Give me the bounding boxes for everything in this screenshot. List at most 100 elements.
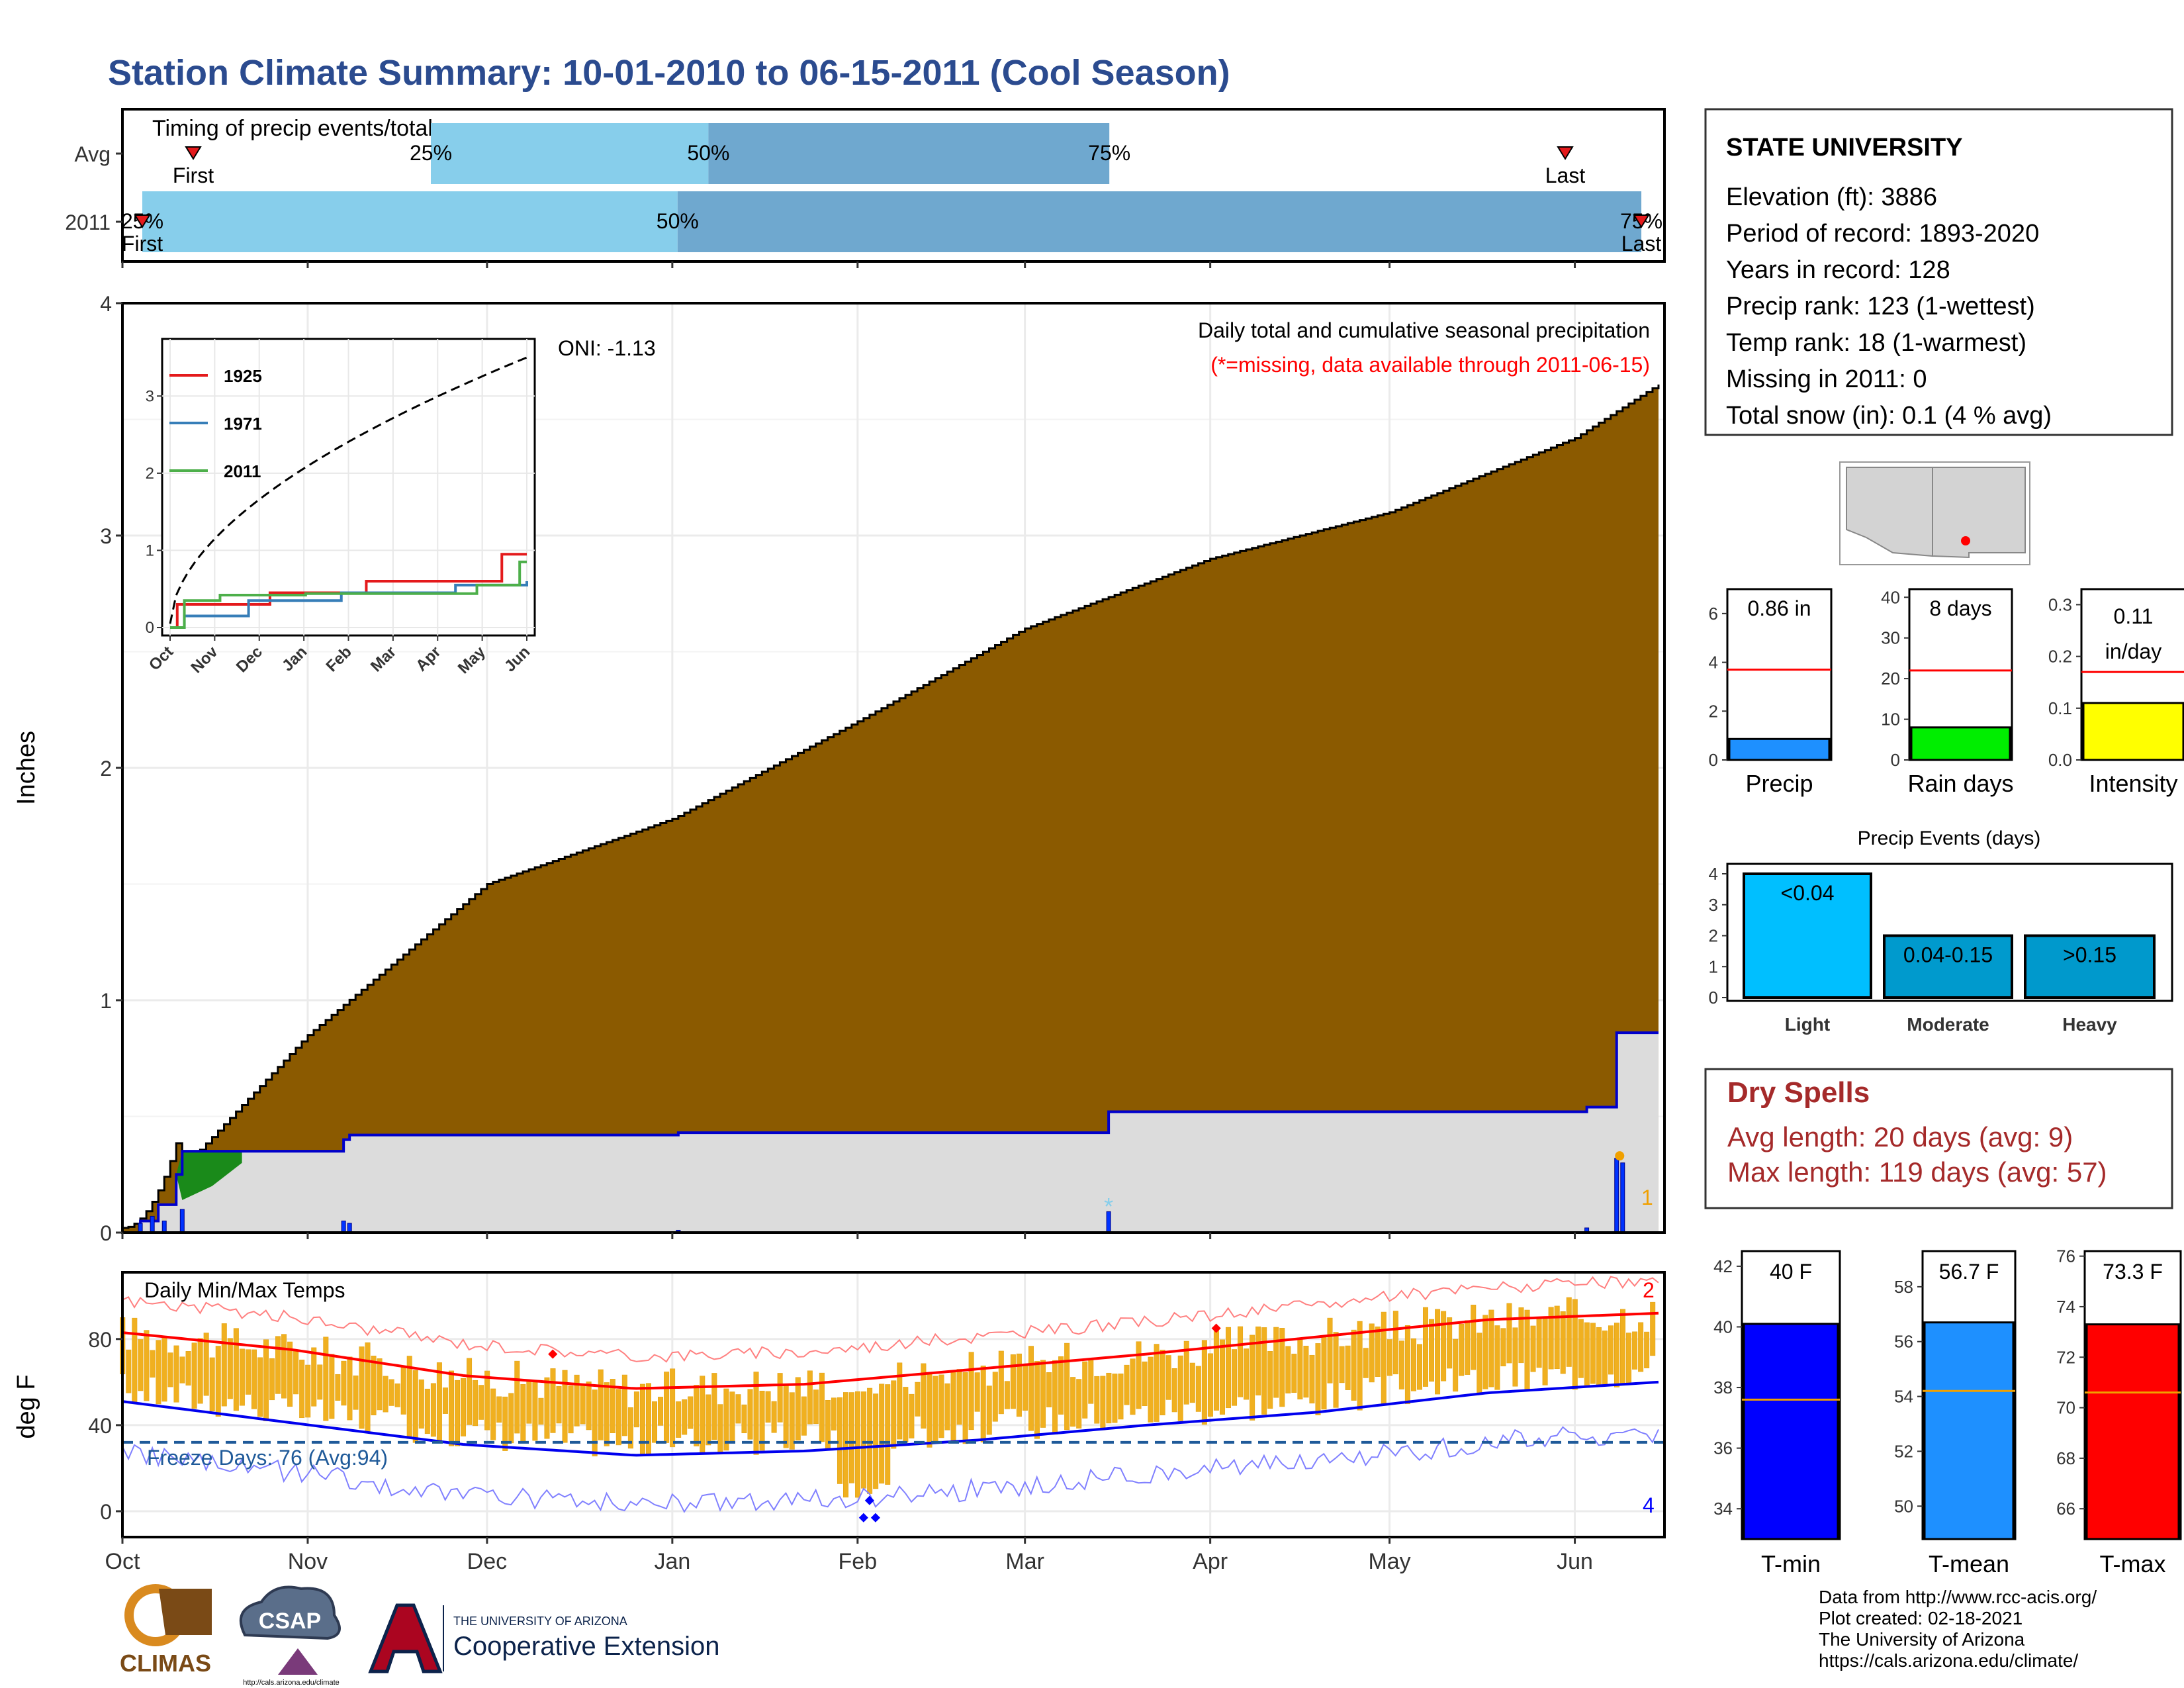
inset-y-tick-label: 2 xyxy=(146,465,154,483)
x-axis-tick-label: Oct xyxy=(105,1549,140,1574)
precip-events-tick-label: 2 xyxy=(1709,926,1718,946)
mini-bar-value xyxy=(1910,726,2011,761)
daily-temp-bar xyxy=(1392,1311,1398,1375)
csap-url: http://cals.arizona.edu/climate xyxy=(243,1679,340,1687)
daily-temp-bar xyxy=(1201,1340,1207,1425)
daily-temp-bar xyxy=(1404,1325,1410,1405)
timing-bar-late xyxy=(677,191,1642,252)
daily-temp-bar xyxy=(1255,1326,1261,1395)
x-axis-tick-label: Feb xyxy=(839,1549,878,1574)
temp-bar-charts: 34 36 38 40 42 40 F T-min 50 52 54 56 58 56.7 F T-mea… xyxy=(1713,1246,2182,1577)
inset-y-tick-label: 3 xyxy=(146,387,154,405)
precip-events-tick-label: 4 xyxy=(1709,864,1718,884)
daily-temp-bar xyxy=(735,1394,741,1424)
daily-precip-bar xyxy=(1620,1162,1625,1233)
daily-temp-bar xyxy=(1441,1311,1447,1382)
daily-temp-bar xyxy=(179,1356,185,1383)
daily-temp-bar xyxy=(520,1384,526,1442)
daily-temp-bar xyxy=(1578,1319,1584,1378)
daily-temp-bar xyxy=(891,1380,897,1449)
precip-subtitle: (*=missing, data available through 2011-… xyxy=(1210,353,1650,377)
daily-temp-bar xyxy=(353,1375,359,1410)
daily-temp-bar xyxy=(1357,1321,1363,1411)
station-location-dot xyxy=(1961,536,1970,545)
location-map xyxy=(1839,461,2030,565)
daily-temp-bar xyxy=(1148,1356,1154,1423)
daily-precip-bar xyxy=(1614,1158,1619,1233)
daily-temp-bar xyxy=(1477,1333,1482,1394)
daily-temp-bar xyxy=(508,1393,514,1444)
precip-y-tick-label: 1 xyxy=(100,989,112,1013)
last-event-marker xyxy=(1557,146,1574,160)
daily-temp-bar xyxy=(610,1379,615,1433)
daily-temp-bar xyxy=(849,1392,855,1483)
daily-temp-bar xyxy=(341,1360,347,1406)
record-high-marker xyxy=(1211,1323,1221,1333)
daily-temp-bar xyxy=(1285,1346,1291,1393)
daily-temp-bar xyxy=(1183,1340,1189,1405)
daily-temp-bar xyxy=(1076,1379,1082,1429)
x-axis-tick-label: Dec xyxy=(467,1549,507,1574)
dry-spells-avg: Avg length: 20 days (avg: 9) xyxy=(1727,1121,2073,1152)
daily-temp-bar xyxy=(311,1347,317,1407)
x-axis: Oct Nov Dec Jan Feb Mar Apr May Jun xyxy=(105,1537,1593,1574)
daily-temp-bar xyxy=(1524,1309,1530,1389)
daily-temp-bar xyxy=(801,1396,807,1436)
daily-temp-bar xyxy=(807,1370,813,1425)
daily-temp-bar xyxy=(1154,1344,1160,1422)
daily-temp-bar xyxy=(741,1404,747,1434)
first-event-marker xyxy=(185,146,202,160)
daily-temp-bar xyxy=(215,1346,221,1417)
precip-events-bar xyxy=(1743,872,1872,999)
mini-bar-tick-label: 0.0 xyxy=(2048,750,2072,770)
daily-temp-bar xyxy=(1165,1355,1171,1400)
daily-temp-bar xyxy=(789,1392,795,1450)
daily-temp-bar xyxy=(1602,1331,1608,1386)
daily-temp-bar xyxy=(861,1391,867,1489)
precip-events-category: Light xyxy=(1785,1014,1830,1035)
mini-bar-tick-label: 0 xyxy=(1891,750,1900,770)
x-axis-tick-label: Jan xyxy=(654,1549,690,1574)
daily-temp-bar xyxy=(915,1382,921,1417)
daily-temp-bar xyxy=(299,1360,305,1419)
precip-events-category: Moderate xyxy=(1907,1014,1989,1035)
daily-temp-bar xyxy=(1512,1327,1518,1387)
daily-temp-bar xyxy=(1572,1299,1578,1390)
precip-events-category: Heavy xyxy=(2062,1014,2117,1035)
x-axis-tick-label: Nov xyxy=(288,1549,328,1574)
precip-y-tick-label: 2 xyxy=(100,757,112,780)
daily-temp-bar xyxy=(1088,1360,1094,1404)
daily-temp-bar xyxy=(424,1388,430,1434)
daily-temp-bar xyxy=(717,1404,723,1454)
daily-temp-bar xyxy=(173,1345,179,1403)
daily-temp-bar xyxy=(263,1339,269,1421)
daily-temp-bar xyxy=(317,1364,323,1400)
daily-temp-bar xyxy=(1435,1309,1441,1395)
daily-temp-bar xyxy=(388,1379,394,1406)
daily-temp-bar xyxy=(974,1372,980,1412)
daily-temp-bar xyxy=(1291,1354,1297,1393)
precip-events-chart: Precip Events (days) 0 1 2 3 4 <0.04 Light 0.04-… xyxy=(1709,827,2173,1035)
daily-temp-bar xyxy=(269,1358,275,1401)
precip-y-tick-label: 3 xyxy=(100,524,112,548)
daily-temp-bar xyxy=(645,1383,651,1456)
footer-line: Plot created: 02-18-2021 xyxy=(1819,1608,2023,1628)
daily-temp-bar xyxy=(633,1391,639,1428)
daily-temp-bar xyxy=(1004,1381,1010,1409)
daily-temp-bar xyxy=(185,1351,191,1386)
info-line: Years in record: 128 xyxy=(1726,256,1950,284)
temp-bar-label: T-max xyxy=(2099,1550,2165,1577)
daily-temp-bar xyxy=(150,1350,156,1378)
page-title: Station Climate Summary: 10-01-2010 to 0… xyxy=(108,53,1230,93)
mini-bar-value-text: 8 days xyxy=(1929,596,1991,620)
above-avg-area xyxy=(176,1151,242,1200)
daily-temp-bar xyxy=(867,1387,873,1494)
daily-temp-bar xyxy=(430,1383,436,1437)
daily-temp-bar xyxy=(765,1391,771,1423)
daily-temp-bar xyxy=(1566,1297,1572,1367)
daily-temp-bar xyxy=(1244,1348,1250,1400)
daily-temp-bar xyxy=(1106,1372,1112,1424)
temp-bar-tick-label: 58 xyxy=(1894,1277,1913,1297)
daily-temp-bar xyxy=(938,1374,944,1438)
precip-events-bar xyxy=(2024,934,2156,999)
